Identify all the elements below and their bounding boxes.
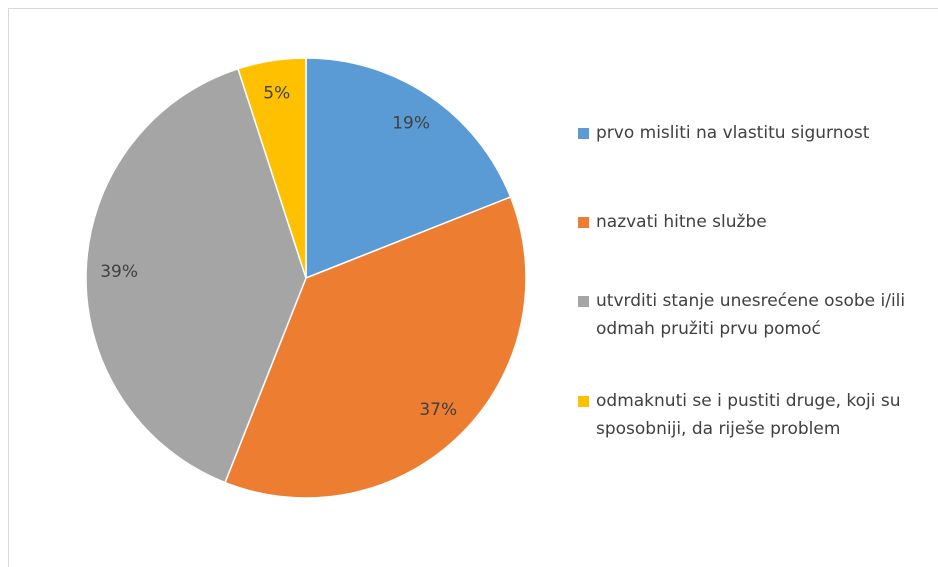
data-label: 5% bbox=[263, 83, 290, 103]
legend-label: nazvati hitne službe bbox=[596, 212, 767, 232]
legend-label: prvo misliti na vlastitu sigurnost bbox=[596, 123, 870, 143]
legend-swatch bbox=[578, 217, 589, 228]
legend-swatch bbox=[578, 396, 589, 407]
pie-slice bbox=[305, 57, 512, 280]
data-label: 19% bbox=[392, 113, 430, 133]
legend-swatch bbox=[578, 128, 589, 139]
pie-slice bbox=[85, 67, 307, 484]
legend-item: nazvati hitne službe bbox=[578, 208, 913, 236]
pie-slice bbox=[237, 57, 307, 279]
legend-label: utvrditi stanje unesrećene osobe i/ili o… bbox=[596, 291, 906, 339]
legend-item: prvo misliti na vlastitu sigurnost bbox=[578, 119, 913, 147]
data-label: 39% bbox=[100, 262, 138, 282]
legend-item: odmaknuti se i pustiti druge, koji su sp… bbox=[578, 387, 913, 443]
pie-slice bbox=[224, 196, 527, 499]
frame bbox=[8, 8, 938, 567]
legend-swatch bbox=[578, 296, 589, 307]
legend-label: odmaknuti se i pustiti druge, koji su sp… bbox=[596, 391, 901, 439]
legend-item: utvrditi stanje unesrećene osobe i/ili o… bbox=[578, 287, 913, 343]
data-label: 37% bbox=[419, 400, 457, 420]
